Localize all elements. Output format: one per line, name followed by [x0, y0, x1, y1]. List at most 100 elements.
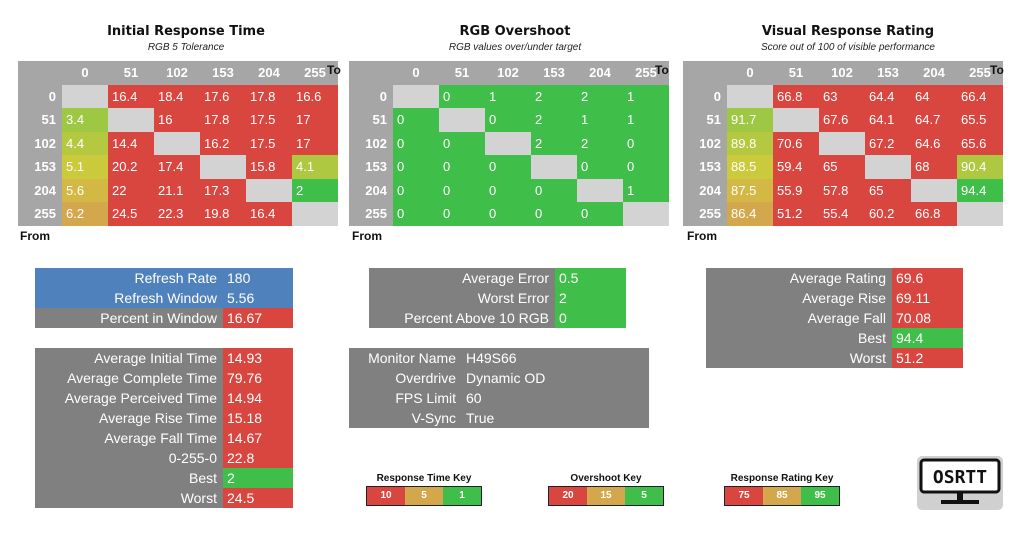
overshoot-key: Overshoot Key 20 15 5	[548, 472, 664, 506]
key-swatch: 95	[801, 487, 839, 505]
heatmap-cell: 0	[439, 84, 485, 108]
table-row: Average Fall Time 14.67	[35, 428, 293, 448]
diagonal-cell	[623, 202, 669, 226]
table-row: Worst 51.2	[706, 348, 963, 368]
row-value: 5.56	[223, 288, 293, 308]
heatmap-cell: 64	[911, 84, 957, 108]
column-header: 51	[773, 61, 819, 85]
row-label: Worst	[706, 348, 892, 368]
row-value: 180	[223, 268, 293, 288]
key-swatches: 10 5 1	[366, 486, 482, 506]
row-header: 255	[683, 202, 727, 226]
table-row: Overdrive Dynamic OD	[349, 368, 649, 388]
row-value: 79.76	[223, 368, 293, 388]
key-title: Overshoot Key	[570, 473, 642, 484]
diagonal-cell	[865, 155, 911, 179]
column-header: 153	[865, 61, 911, 85]
key-title: Response Rating Key	[730, 473, 834, 484]
heatmap-cell: 4.1	[292, 155, 338, 179]
table-row: Refresh Rate 180	[35, 268, 293, 288]
row-value: 16.67	[223, 308, 293, 328]
heatmap-cell: 64.7	[911, 108, 957, 132]
diagonal-cell	[246, 178, 292, 202]
diagonal-cell	[819, 131, 865, 155]
matrix-corner	[349, 61, 393, 85]
heatmap-cell: 17.4	[154, 155, 200, 179]
heatmap-cell: 65.6	[957, 131, 1003, 155]
heatmap-cell: 22	[108, 178, 154, 202]
diagonal-cell	[393, 84, 439, 108]
row-label: Overdrive	[349, 368, 462, 388]
diagonal-cell	[773, 108, 819, 132]
heatmap-cell: 67.6	[819, 108, 865, 132]
diagonal-cell	[108, 108, 154, 132]
row-value: 14.93	[223, 348, 293, 368]
table-row: Average Rise 69.11	[706, 288, 963, 308]
row-label: Average Initial Time	[35, 348, 223, 368]
diagonal-cell	[727, 84, 773, 108]
row-label: Average Rise Time	[35, 408, 223, 428]
osrtt-logo: OSRTT	[917, 456, 1003, 510]
rgb-overshoot-title: RGB Overshoot	[459, 24, 571, 39]
heatmap-cell: 21.1	[154, 178, 200, 202]
key-swatches: 20 15 5	[548, 486, 664, 506]
row-label: Average Perceived Time	[35, 388, 223, 408]
table-row: FPS Limit 60	[349, 388, 649, 408]
heatmap-cell: 0	[393, 178, 439, 202]
row-header: 153	[18, 155, 62, 179]
row-header: 153	[349, 155, 393, 179]
table-row: Average Perceived Time 14.94	[35, 388, 293, 408]
row-header: 204	[18, 178, 62, 202]
column-header: 0	[62, 61, 108, 85]
heatmap-cell: 0	[577, 155, 623, 179]
row-label: Average Fall	[706, 308, 892, 328]
heatmap-cell: 6.2	[62, 202, 108, 226]
row-label: Worst Error	[369, 288, 555, 308]
heatmap-cell: 5.1	[62, 155, 108, 179]
heatmap-cell: 65.5	[957, 108, 1003, 132]
table-row: Average Complete Time 79.76	[35, 368, 293, 388]
row-value: True	[462, 408, 649, 428]
row-value: 15.18	[223, 408, 293, 428]
heatmap-cell: 0	[393, 131, 439, 155]
row-header: 0	[18, 84, 62, 108]
column-header: 0	[727, 61, 773, 85]
row-value: H49S66	[462, 348, 649, 368]
row-label: Refresh Rate	[35, 268, 223, 288]
matrix-corner	[18, 61, 62, 85]
heatmap-cell: 0	[531, 178, 577, 202]
heatmap-cell: 55.4	[819, 202, 865, 226]
row-value: 14.94	[223, 388, 293, 408]
table-row: Average Rating 69.6	[706, 268, 963, 288]
heatmap-cell: 0	[439, 131, 485, 155]
diagonal-cell	[62, 84, 108, 108]
key-swatch: 1	[443, 487, 481, 505]
heatmap-cell: 17	[292, 131, 338, 155]
column-header: 204	[577, 61, 623, 85]
heatmap-cell: 2	[531, 84, 577, 108]
heatmap-cell: 15.8	[246, 155, 292, 179]
heatmap-cell: 51.2	[773, 202, 819, 226]
heatmap-cell: 4.4	[62, 131, 108, 155]
heatmap-cell: 0	[623, 131, 669, 155]
key-swatch: 85	[763, 487, 801, 505]
column-header: 204	[246, 61, 292, 85]
heatmap-cell: 1	[623, 108, 669, 132]
row-header: 51	[349, 108, 393, 132]
heatmap-cell: 16	[154, 108, 200, 132]
heatmap-cell: 64.4	[865, 84, 911, 108]
table-row: Average Initial Time 14.93	[35, 348, 293, 368]
to-axis-label: To	[990, 63, 1004, 77]
visual-rating-heatmap: 0 51 102 153 204 255 0 66.8 63 64.4 64 66.4 51 91.7 67…	[683, 61, 1003, 226]
monitor-logo-icon: OSRTT	[919, 458, 1001, 504]
visual-rating-title: Visual Response Rating	[761, 24, 935, 39]
heatmap-cell: 17.3	[200, 178, 246, 202]
row-value: 69.6	[892, 268, 963, 288]
heatmap-cell: 2	[531, 108, 577, 132]
key-swatches: 75 85 95	[724, 486, 840, 506]
key-swatch: 10	[367, 487, 405, 505]
heatmap-cell: 57.8	[819, 178, 865, 202]
heatmap-cell: 55.9	[773, 178, 819, 202]
row-label: 0-255-0	[35, 448, 223, 468]
diagonal-cell	[292, 202, 338, 226]
